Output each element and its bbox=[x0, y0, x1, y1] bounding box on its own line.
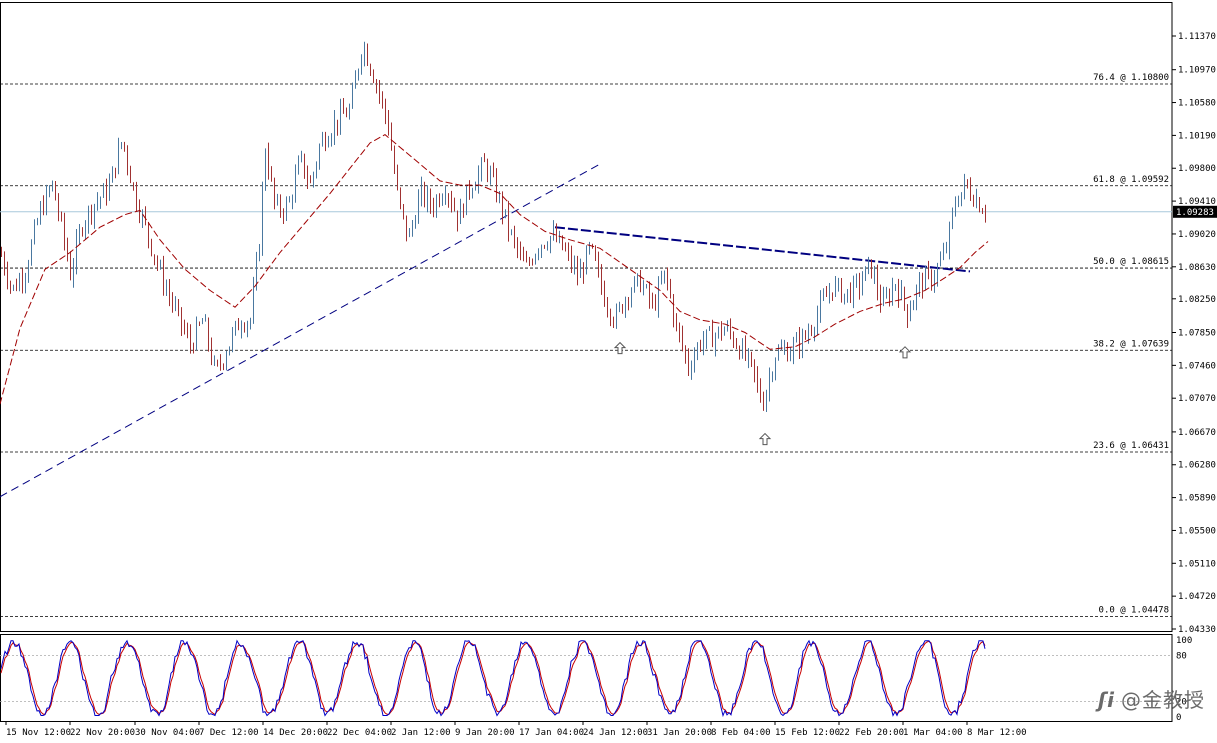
y-tick-label: 1.04720 bbox=[1178, 592, 1216, 602]
x-tick-label: 22 Dec 04:00 bbox=[327, 728, 392, 738]
current-price-box bbox=[1173, 205, 1217, 218]
x-tick-label: 24 Jan 12:00 bbox=[583, 728, 648, 738]
moving-average-line bbox=[0, 133, 989, 405]
x-tick-label: 8 Mar 12:00 bbox=[967, 728, 1027, 738]
stochastic-signal-line bbox=[0, 640, 986, 716]
y-tick-label: 1.10970 bbox=[1178, 66, 1216, 76]
y-tick-label: 1.04330 bbox=[1178, 625, 1216, 635]
x-tick-label: 22 Feb 20:00 bbox=[839, 728, 904, 738]
y-tick-label: 1.07460 bbox=[1178, 361, 1216, 371]
watermark-logo: ʃi bbox=[1097, 688, 1115, 712]
y-tick-label: 1.09800 bbox=[1178, 164, 1216, 174]
watermark-text: @金教授 bbox=[1121, 688, 1205, 712]
y-tick-label: 1.11370 bbox=[1178, 32, 1216, 42]
up-arrow-shape bbox=[758, 432, 772, 446]
y-tick-label: 1.07850 bbox=[1178, 329, 1216, 339]
main-frame bbox=[0, 2, 1173, 632]
x-tick-label: 1 Mar 04:00 bbox=[903, 728, 963, 738]
y-tick-label: 1.09410 bbox=[1178, 197, 1216, 207]
x-tick-label: 8 Feb 04:00 bbox=[711, 728, 771, 738]
oscillator-panel: 100 80 20 0 bbox=[0, 634, 1192, 723]
oscillator-tick-label: 0 bbox=[1176, 713, 1181, 723]
x-tick-label: 2 Jan 12:00 bbox=[391, 728, 451, 738]
x-tick-label: 31 Jan 20:00 bbox=[647, 728, 712, 738]
fib-level-label: 0.0 @ 1.04478 bbox=[1099, 606, 1169, 616]
x-tick-label: 7 Dec 12:00 bbox=[199, 728, 259, 738]
up-arrow-icon bbox=[613, 341, 627, 355]
y-tick-label: 1.06280 bbox=[1178, 461, 1216, 471]
main-panel: 1.11370 1.10970 1.10580 1.10190 1.09800 1.094… bbox=[0, 2, 1217, 635]
fib-level-label: 38.2 @ 1.07639 bbox=[1093, 339, 1169, 349]
x-tick-label: 17 Jan 04:00 bbox=[519, 728, 584, 738]
watermark: ʃi @金教授 bbox=[1098, 684, 1205, 713]
current-price-label: 1.09283 bbox=[1176, 208, 1214, 218]
oscillator-tick-label: 20 bbox=[1176, 698, 1187, 708]
y-tick-label: 1.10190 bbox=[1178, 131, 1216, 141]
y-tick-label: 1.09020 bbox=[1178, 230, 1216, 240]
fib-level-label: 23.6 @ 1.06431 bbox=[1093, 441, 1169, 451]
oscillator-tick-label: 80 bbox=[1176, 651, 1187, 661]
x-tick-label: 30 Nov 04:00 bbox=[135, 728, 200, 738]
y-tick-label: 1.05500 bbox=[1178, 526, 1216, 536]
x-tick-label: 22 Nov 20:00 bbox=[70, 728, 135, 738]
trendline-neckline bbox=[554, 226, 971, 273]
up-arrow-shape bbox=[898, 346, 912, 359]
trendline-rising-support bbox=[0, 163, 601, 498]
y-tick-label: 1.06670 bbox=[1178, 428, 1216, 438]
y-tick-label: 1.08250 bbox=[1178, 295, 1216, 305]
y-tick-label: 1.08630 bbox=[1178, 263, 1216, 273]
x-tick-label: 15 Nov 12:00 bbox=[6, 728, 71, 738]
y-tick-label: 1.10580 bbox=[1178, 99, 1216, 109]
x-tick-label: 9 Jan 20:00 bbox=[455, 728, 515, 738]
up-arrow-icon bbox=[758, 432, 772, 446]
up-arrow-icon bbox=[898, 346, 912, 359]
y-tick-label: 1.07070 bbox=[1178, 394, 1216, 404]
fib-level-label: 76.4 @ 1.10800 bbox=[1093, 73, 1169, 83]
stochastic-main-line bbox=[0, 639, 986, 718]
x-tick-label: 15 Feb 12:00 bbox=[775, 728, 840, 738]
oscillator-tick-label: 100 bbox=[1176, 636, 1192, 646]
y-tick-label: 1.05890 bbox=[1178, 494, 1216, 504]
fib-level-label: 50.0 @ 1.08615 bbox=[1093, 257, 1169, 267]
fib-level-label: 61.8 @ 1.09592 bbox=[1093, 175, 1169, 185]
oscillator-frame bbox=[0, 634, 1173, 722]
up-arrow-shape bbox=[613, 341, 627, 355]
x-tick-label: 14 Dec 20:00 bbox=[263, 728, 328, 738]
y-tick-label: 1.05110 bbox=[1178, 559, 1216, 569]
